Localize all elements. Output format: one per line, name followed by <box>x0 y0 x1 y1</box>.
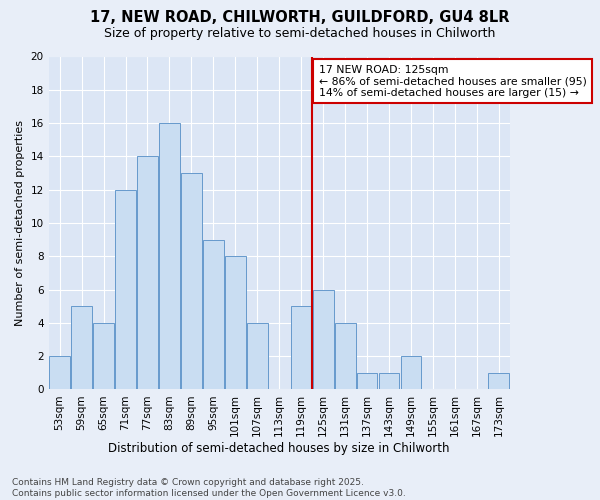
Text: Contains HM Land Registry data © Crown copyright and database right 2025.
Contai: Contains HM Land Registry data © Crown c… <box>12 478 406 498</box>
Bar <box>401 356 421 390</box>
Bar <box>137 156 158 390</box>
Bar <box>488 373 509 390</box>
Bar <box>356 373 377 390</box>
Bar <box>335 323 356 390</box>
Y-axis label: Number of semi-detached properties: Number of semi-detached properties <box>15 120 25 326</box>
Bar <box>225 256 246 390</box>
Text: 17 NEW ROAD: 125sqm
← 86% of semi-detached houses are smaller (95)
14% of semi-d: 17 NEW ROAD: 125sqm ← 86% of semi-detach… <box>319 65 587 98</box>
Text: Size of property relative to semi-detached houses in Chilworth: Size of property relative to semi-detach… <box>104 28 496 40</box>
Bar <box>71 306 92 390</box>
X-axis label: Distribution of semi-detached houses by size in Chilworth: Distribution of semi-detached houses by … <box>109 442 450 455</box>
Bar <box>93 323 114 390</box>
Bar <box>247 323 268 390</box>
Bar <box>313 290 334 390</box>
Bar <box>159 123 180 390</box>
Bar <box>181 173 202 390</box>
Bar <box>203 240 224 390</box>
Bar <box>379 373 400 390</box>
Bar <box>115 190 136 390</box>
Text: 17, NEW ROAD, CHILWORTH, GUILDFORD, GU4 8LR: 17, NEW ROAD, CHILWORTH, GUILDFORD, GU4 … <box>90 10 510 25</box>
Bar <box>291 306 311 390</box>
Bar <box>49 356 70 390</box>
